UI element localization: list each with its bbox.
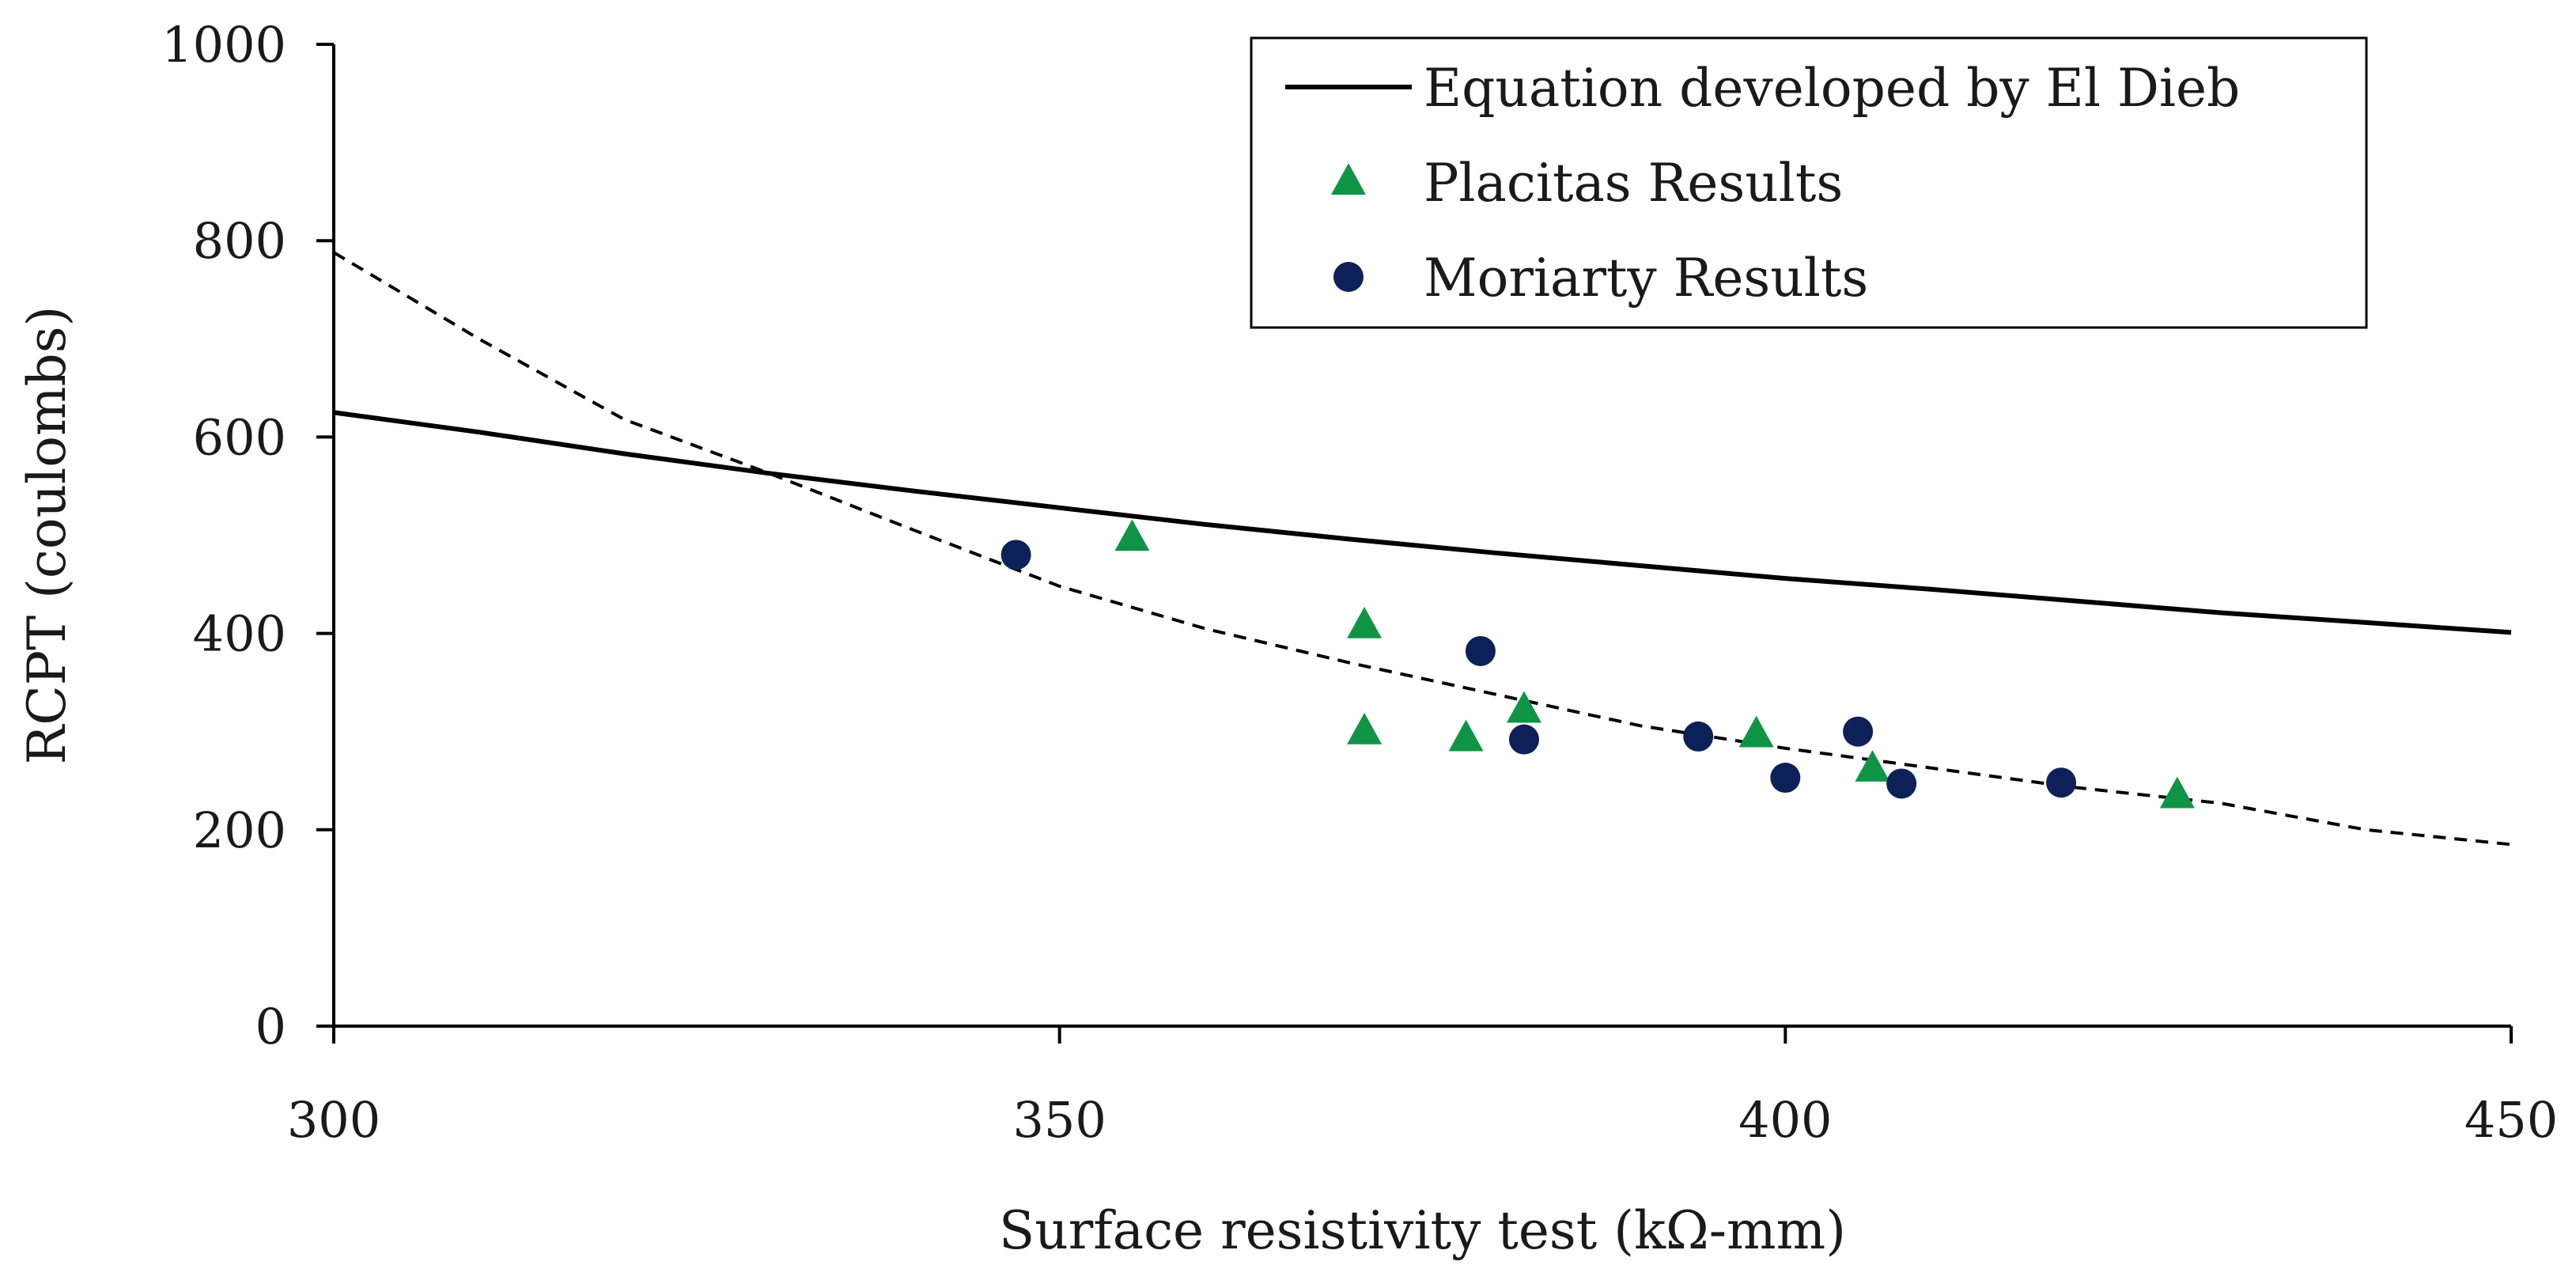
moriarty-point <box>1683 721 1714 752</box>
legend-label: Placitas Results <box>1424 153 1843 214</box>
legend-triangle-swatch <box>1331 163 1366 195</box>
x-tick-label: 400 <box>1738 1091 1832 1149</box>
legend-entries: Equation developed by El Dieb Placitas Re… <box>1285 58 2240 309</box>
placitas-point <box>2159 776 2195 809</box>
x-ticks: 300 350 400 450 <box>287 1026 2558 1149</box>
legend-label: Equation developed by El Dieb <box>1424 58 2240 119</box>
moriarty-point <box>2046 767 2077 798</box>
y-tick-label: 200 <box>193 801 286 859</box>
y-tick-label: 0 <box>255 998 286 1055</box>
el-dieb-equation-line <box>333 410 2512 635</box>
placitas-point <box>1114 519 1150 551</box>
placitas-point <box>1347 606 1383 638</box>
y-axis-title: RCPT (coulombs) <box>17 306 78 765</box>
y-tick-label: 600 <box>193 408 286 466</box>
legend-circle-swatch <box>1333 262 1364 292</box>
moriarty-point <box>1001 540 1031 570</box>
legend: Equation developed by El Dieb Placitas Re… <box>1250 36 2368 329</box>
moriarty-point <box>1465 635 1496 666</box>
trendline-dashed <box>332 251 2512 847</box>
x-tick-label: 300 <box>287 1091 380 1149</box>
x-axis-title: Surface resistivity test (kΩ-mm) <box>999 1200 1846 1261</box>
placitas-point <box>1855 750 1890 782</box>
y-tick-label: 1000 <box>161 16 286 74</box>
placitas-point <box>1506 691 1541 723</box>
y-ticks: 0 200 400 600 800 1000 <box>161 16 334 1055</box>
x-tick-label: 350 <box>1012 1091 1106 1149</box>
placitas-point <box>1738 715 1774 748</box>
legend-label: Moriarty Results <box>1424 248 1868 309</box>
moriarty-point <box>1508 724 1539 755</box>
y-tick-label: 400 <box>193 605 286 663</box>
placitas-point <box>1448 719 1484 752</box>
placitas-point <box>1347 712 1383 744</box>
x-tick-label: 450 <box>2464 1091 2558 1149</box>
moriarty-point <box>1770 763 1801 794</box>
moriarty-point <box>1886 768 1917 799</box>
y-tick-label: 800 <box>193 212 286 270</box>
moriarty-point <box>1843 716 1874 747</box>
legend-box <box>1250 36 2368 329</box>
series-layer <box>332 251 2512 847</box>
